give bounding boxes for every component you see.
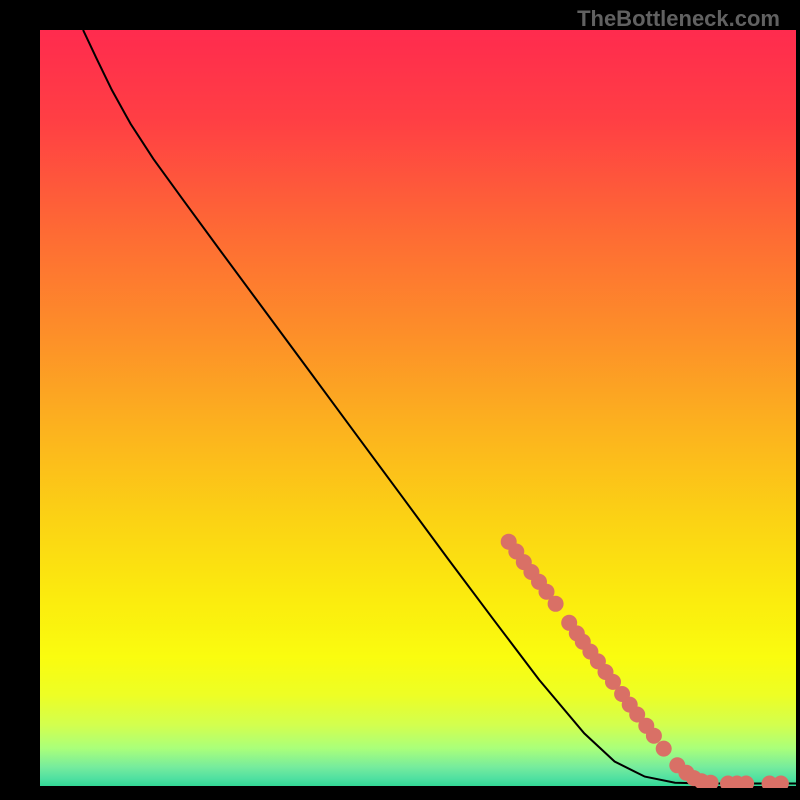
- chart-plot-area: [40, 30, 796, 788]
- data-marker: [548, 596, 564, 612]
- watermark-text: TheBottleneck.com: [577, 6, 780, 32]
- chart-curve-layer: [40, 30, 796, 788]
- marker-group: [501, 534, 789, 788]
- bottleneck-curve: [83, 30, 796, 784]
- data-marker: [656, 741, 672, 757]
- data-marker: [646, 728, 662, 744]
- data-marker: [773, 776, 789, 789]
